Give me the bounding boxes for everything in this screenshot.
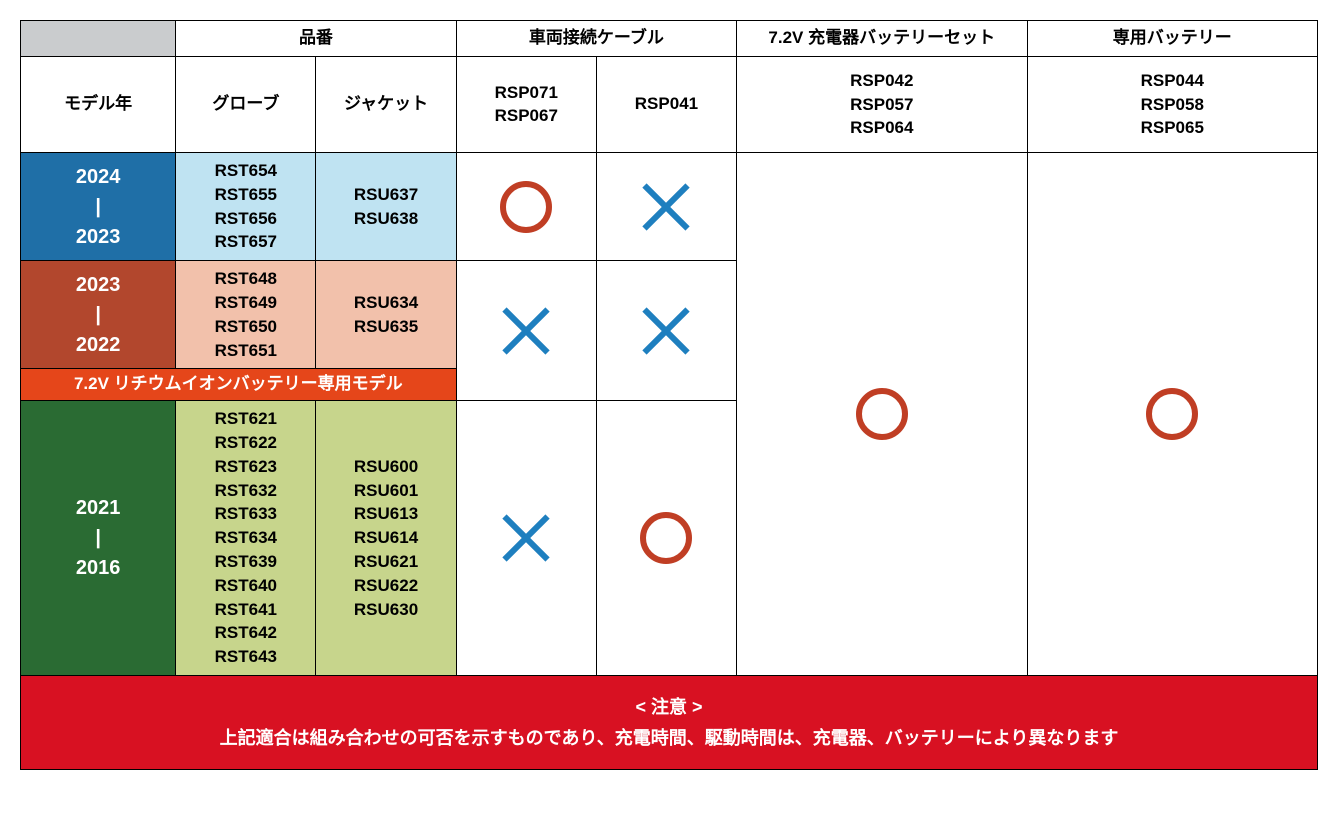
header-battery: 専用バッテリー: [1027, 21, 1318, 57]
caution-title: < 注意 >: [29, 692, 1309, 723]
header-row-2: モデル年 グローブ ジャケット RSP071RSP067 RSP041 RSP0…: [21, 56, 1318, 152]
r1-glove-codes: RST654RST655RST656RST657: [176, 152, 316, 260]
r1-cable2-mark: [596, 152, 736, 260]
r1-jacket-codes: RSU637RSU638: [316, 152, 456, 260]
header-charger-set: 7.2V 充電器バッテリーセット: [737, 21, 1027, 57]
sub-cable1: RSP071RSP067: [456, 56, 596, 152]
table-row: 2024|2023 RST654RST655RST656RST657 RSU63…: [21, 152, 1318, 260]
r3-cable2-mark: [596, 401, 736, 676]
sub-jacket: ジャケット: [316, 56, 456, 152]
charger-mark: [737, 152, 1027, 675]
year-2023-2022: 2023|2022: [21, 261, 176, 369]
r2-cable2-mark: [596, 261, 736, 401]
compatibility-table: 品番 車両接続ケーブル 7.2V 充電器バッテリーセット 専用バッテリー モデル…: [20, 20, 1318, 770]
r2-jacket-codes: RSU634RSU635: [316, 261, 456, 369]
lithium-note: 7.2V リチウムイオンバッテリー専用モデル: [21, 369, 457, 401]
sub-glove: グローブ: [176, 56, 316, 152]
header-row-1: 品番 車両接続ケーブル 7.2V 充電器バッテリーセット 専用バッテリー: [21, 21, 1318, 57]
sub-battery-codes: RSP044RSP058RSP065: [1027, 56, 1318, 152]
year-2024-2023: 2024|2023: [21, 152, 176, 260]
sub-charger-codes: RSP042RSP057RSP064: [737, 56, 1027, 152]
corner-cell: [21, 21, 176, 57]
header-cable: 車両接続ケーブル: [456, 21, 736, 57]
r3-jacket-codes: RSU600RSU601RSU613RSU614RSU621RSU622RSU6…: [316, 401, 456, 676]
r1-cable1-mark: [456, 152, 596, 260]
header-part-number: 品番: [176, 21, 456, 57]
r3-glove-codes: RST621RST622RST623RST632RST633RST634RST6…: [176, 401, 316, 676]
r3-cable1-mark: [456, 401, 596, 676]
r2-glove-codes: RST648RST649RST650RST651: [176, 261, 316, 369]
battery-mark: [1027, 152, 1318, 675]
year-2021-2016: 2021|2016: [21, 401, 176, 676]
sub-model-year: モデル年: [21, 56, 176, 152]
caution-row: < 注意 > 上記適合は組み合わせの可否を示すものであり、充電時間、駆動時間は、…: [21, 676, 1318, 770]
caution-cell: < 注意 > 上記適合は組み合わせの可否を示すものであり、充電時間、駆動時間は、…: [21, 676, 1318, 770]
caution-text: 上記適合は組み合わせの可否を示すものであり、充電時間、駆動時間は、充電器、バッテ…: [29, 723, 1309, 754]
r2-cable1-mark: [456, 261, 596, 401]
sub-cable2: RSP041: [596, 56, 736, 152]
